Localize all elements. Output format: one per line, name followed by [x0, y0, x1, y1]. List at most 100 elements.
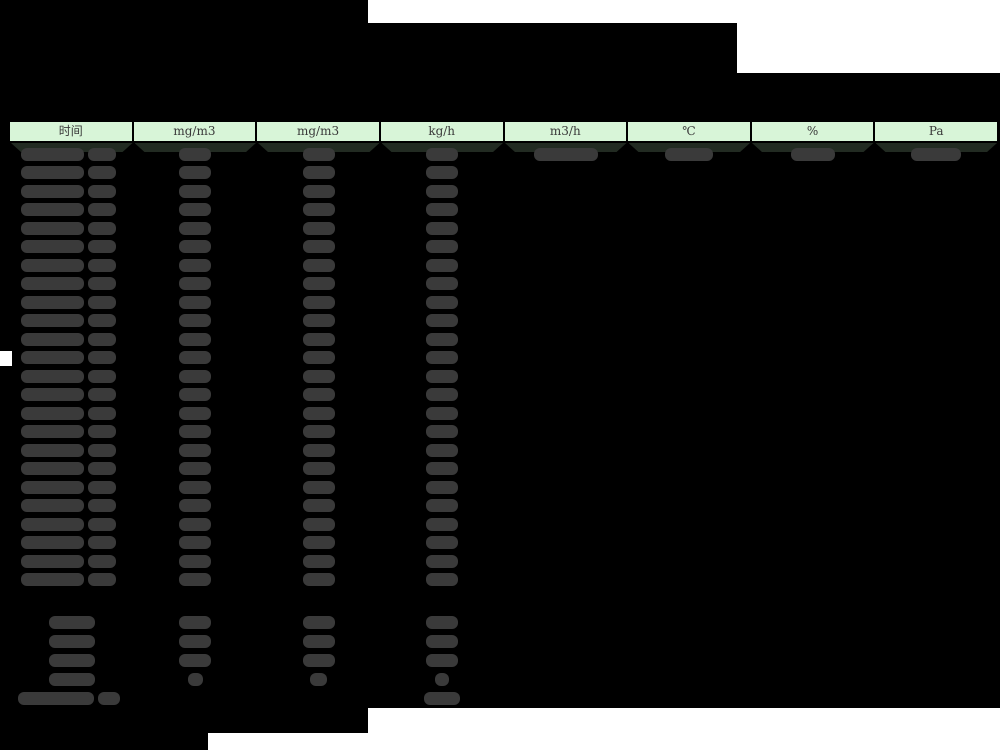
redacted-text-blob	[435, 672, 450, 686]
redacted-text-blob	[179, 634, 212, 648]
redacted-text-blob	[302, 184, 335, 198]
redacted-text-blob	[302, 277, 335, 290]
table-row	[0, 425, 1000, 438]
redacted-text-blob	[426, 462, 459, 475]
table-row	[0, 332, 1000, 346]
redacted-text-blob	[48, 653, 95, 667]
redacted-text-blob	[21, 480, 84, 494]
summary-row	[0, 634, 1000, 648]
redacted-text-blob	[88, 166, 116, 179]
table-row	[0, 240, 1000, 253]
redacted-text-blob	[21, 184, 84, 198]
redacted-text-blob	[302, 499, 335, 512]
header-cell-percent: %	[749, 122, 874, 141]
redacted-text-blob	[426, 258, 459, 272]
redacted-text-blob	[21, 203, 84, 216]
table-row	[0, 573, 1000, 586]
redacted-text-blob	[88, 369, 116, 383]
table-row	[0, 406, 1000, 420]
redacted-text-blob	[88, 425, 116, 438]
table-row	[0, 369, 1000, 383]
redacted-text-blob	[179, 406, 212, 420]
redacted-text-blob	[302, 573, 335, 586]
redacted-text-blob	[302, 480, 335, 494]
redacted-text-blob	[179, 332, 212, 346]
redacted-text-blob	[426, 295, 459, 309]
redacted-text-blob	[21, 517, 84, 531]
redacted-text-blob	[179, 314, 212, 327]
redacted-text-blob	[21, 240, 84, 253]
redacted-text-blob	[21, 147, 84, 161]
redacted-text-blob	[426, 425, 459, 438]
redacted-text-blob	[21, 221, 84, 235]
redacted-text-blob	[179, 653, 212, 667]
redacted-text-blob	[179, 147, 212, 161]
redacted-text-blob	[426, 314, 459, 327]
redacted-text-blob	[302, 462, 335, 475]
table-row	[0, 480, 1000, 494]
redacted-text-blob	[187, 672, 203, 686]
redacted-text-blob	[665, 147, 714, 161]
redacted-text-blob	[426, 388, 459, 401]
table-row	[0, 147, 1000, 161]
redacted-text-blob	[88, 462, 116, 475]
redacted-text-blob	[302, 295, 335, 309]
redacted-text-blob	[21, 406, 84, 420]
redacted-text-blob	[88, 277, 116, 290]
redacted-text-blob	[426, 615, 459, 629]
redacted-text-blob	[533, 147, 598, 161]
masked-region-table-background	[0, 73, 1000, 708]
redacted-text-blob	[426, 406, 459, 420]
redacted-text-blob	[179, 462, 212, 475]
redacted-text-blob	[911, 147, 962, 161]
redacted-text-blob	[179, 480, 212, 494]
table-row	[0, 221, 1000, 235]
redacted-text-blob	[426, 240, 459, 253]
redacted-text-blob	[426, 554, 459, 568]
redacted-text-blob	[21, 258, 84, 272]
redacted-text-blob	[302, 166, 335, 179]
table-row	[0, 203, 1000, 216]
redacted-text-blob	[21, 369, 84, 383]
redacted-text-blob	[302, 388, 335, 401]
table-row	[0, 443, 1000, 457]
header-cell-mgm3-1: mg/m3	[131, 122, 256, 141]
redacted-text-blob	[302, 240, 335, 253]
redacted-text-blob	[426, 277, 459, 290]
redacted-text-blob	[426, 634, 459, 648]
redacted-text-blob	[302, 147, 335, 161]
redacted-text-blob	[21, 295, 84, 309]
redacted-text-blob	[88, 480, 116, 494]
table-row	[0, 277, 1000, 290]
redacted-text-blob	[302, 634, 335, 648]
redacted-text-blob	[179, 615, 212, 629]
masked-region-top-wide	[0, 23, 737, 73]
redacted-text-blob	[302, 536, 335, 549]
masked-region-bottom-left	[0, 708, 368, 733]
redacted-text-blob	[302, 203, 335, 216]
table-row	[0, 258, 1000, 272]
redacted-text-blob	[88, 406, 116, 420]
table-row	[0, 499, 1000, 512]
redacted-text-blob	[179, 295, 212, 309]
masked-region-bottom-corner	[0, 733, 208, 750]
redacted-text-blob	[302, 443, 335, 457]
redacted-text-blob	[790, 147, 835, 161]
redacted-text-blob	[88, 332, 116, 346]
redacted-text-blob	[88, 184, 116, 198]
header-cell-m3h: m3/h	[502, 122, 627, 141]
redacted-text-blob	[21, 314, 84, 327]
redacted-text-blob	[179, 203, 212, 216]
redacted-text-blob	[426, 332, 459, 346]
table-row	[0, 295, 1000, 309]
redacted-text-blob	[48, 672, 95, 686]
redacted-text-blob	[88, 554, 116, 568]
redacted-text-blob	[21, 166, 84, 179]
header-cell-celsius: ℃	[626, 122, 750, 141]
redacted-text-blob	[88, 536, 116, 549]
redacted-text-blob	[302, 517, 335, 531]
redacted-text-blob	[426, 499, 459, 512]
redacted-text-blob	[302, 314, 335, 327]
redacted-text-blob	[21, 425, 84, 438]
